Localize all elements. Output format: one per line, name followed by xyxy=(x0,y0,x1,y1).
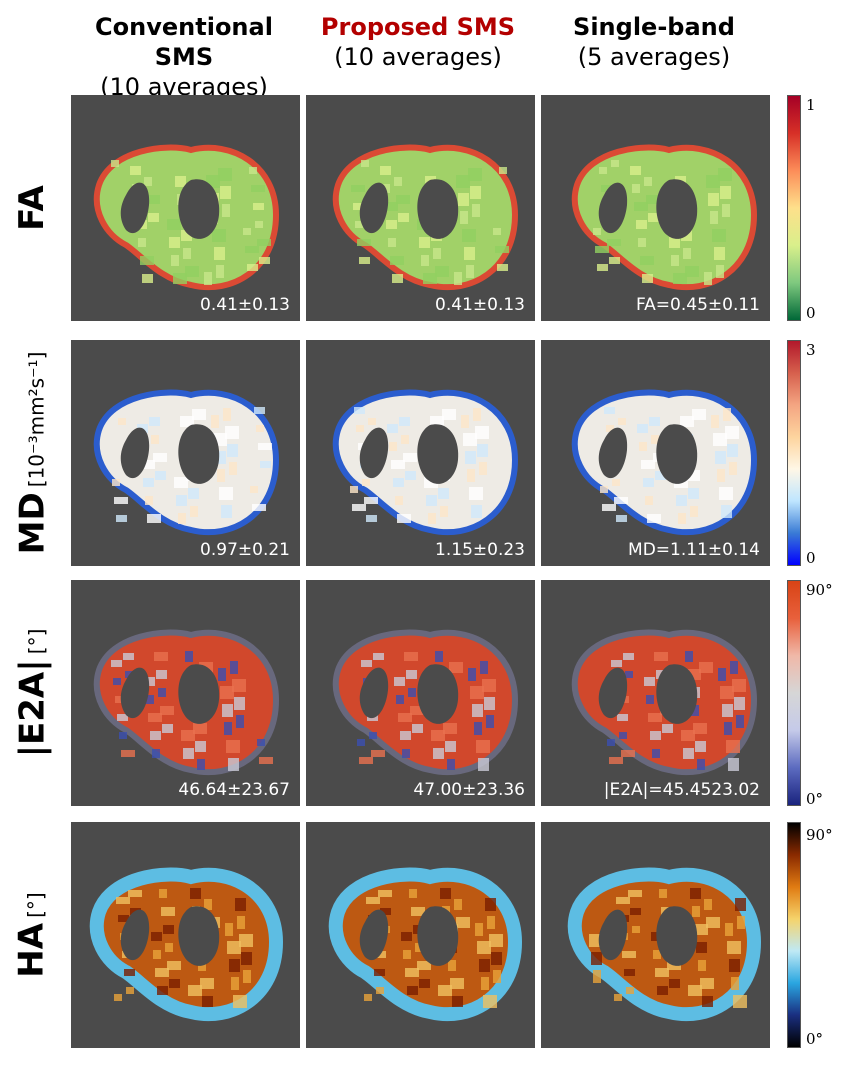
panel-e2a-proposed: 47.00±23.36 xyxy=(306,580,535,806)
row-label-e2a: |E2A| [°] xyxy=(0,580,64,806)
panel-stat-label: MD=1.11±0.14 xyxy=(628,540,760,560)
ha-colorbar-min: 0° xyxy=(806,1030,824,1048)
panel-stat-label: 0.41±0.13 xyxy=(435,295,525,315)
e2a-colorbar-max: 90° xyxy=(806,581,833,599)
panel-ha-single-band xyxy=(541,822,770,1048)
heart-map xyxy=(567,867,762,1022)
panel-stat-label: 1.15±0.23 xyxy=(435,540,525,560)
panel-stat-label: 46.64±23.67 xyxy=(178,780,290,800)
heart-map xyxy=(93,629,280,776)
heart-map xyxy=(89,867,284,1022)
heart-map xyxy=(332,144,519,291)
panel-stat-label: |E2A|=45.4523.02 xyxy=(603,780,760,800)
heart-map xyxy=(93,389,280,536)
panel-md-single-band: MD=1.11±0.14 xyxy=(541,340,770,566)
row-label-md: MD [10⁻³mm²s⁻¹] xyxy=(0,340,64,566)
column-header-conventional: Conventional SMS (10 averages) xyxy=(64,12,304,102)
md-colorbar-min: 0 xyxy=(806,549,816,567)
panel-md-conventional: 0.97±0.21 xyxy=(71,340,300,566)
panel-fa-conventional: 0.41±0.13 xyxy=(71,95,300,321)
row-label-text: |E2A| xyxy=(12,659,52,758)
row-label-text: HA xyxy=(12,922,53,978)
heart-map xyxy=(93,144,280,291)
panel-stat-label: 47.00±23.36 xyxy=(413,780,525,800)
panel-ha-proposed xyxy=(306,822,535,1048)
panel-ha-conventional xyxy=(71,822,300,1048)
panel-e2a-single-band: |E2A|=45.4523.02 xyxy=(541,580,770,806)
heart-map xyxy=(571,629,758,776)
row-label-unit: [°] xyxy=(24,892,49,918)
heart-map xyxy=(571,389,758,536)
panel-md-proposed: 1.15±0.23 xyxy=(306,340,535,566)
ha-colorbar-max: 90° xyxy=(806,826,833,844)
md-colorbar-max: 3 xyxy=(806,341,816,359)
row-label-ha: HA [°] xyxy=(0,822,64,1048)
e2a-colorbar-min: 0° xyxy=(806,790,824,808)
md-colorbar xyxy=(787,340,801,566)
heart-map xyxy=(332,629,519,776)
column-title: Conventional SMS xyxy=(95,13,273,71)
panel-e2a-conventional: 46.64±23.67 xyxy=(71,580,300,806)
row-label-fa: FA xyxy=(0,95,64,321)
column-header-proposed: Proposed SMS (10 averages) xyxy=(298,12,538,72)
column-subtitle: (5 averages) xyxy=(577,43,731,71)
column-title: Single-band xyxy=(573,13,735,41)
panel-fa-proposed: 0.41±0.13 xyxy=(306,95,535,321)
panel-stat-label: 0.41±0.13 xyxy=(200,295,290,315)
row-label-unit: [10⁻³mm²s⁻¹] xyxy=(24,351,49,488)
column-title: Proposed SMS xyxy=(320,13,516,41)
fa-colorbar xyxy=(787,95,801,321)
panel-stat-label: 0.97±0.21 xyxy=(200,540,290,560)
ha-colorbar xyxy=(787,822,801,1048)
panel-stat-label: FA=0.45±0.11 xyxy=(635,295,760,315)
row-label-text: FA xyxy=(11,185,52,231)
fa-colorbar-max: 1 xyxy=(806,96,816,114)
e2a-colorbar xyxy=(787,580,801,806)
row-label-text: MD xyxy=(12,492,53,555)
heart-map xyxy=(332,389,519,536)
heart-map xyxy=(571,144,758,291)
column-header-single-band: Single-band (5 averages) xyxy=(534,12,774,72)
panel-fa-single-band: FA=0.45±0.11 xyxy=(541,95,770,321)
column-subtitle: (10 averages) xyxy=(334,43,502,71)
row-label-unit: [°] xyxy=(24,628,48,655)
fa-colorbar-min: 0 xyxy=(806,304,816,322)
heart-map xyxy=(328,867,523,1022)
